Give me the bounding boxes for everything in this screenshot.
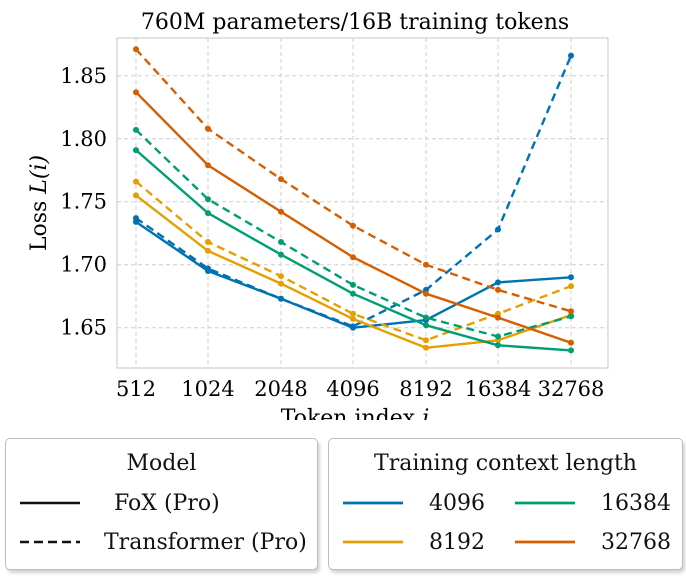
data-point [495, 226, 501, 233]
legend-context-title: Training context length [374, 451, 637, 476]
x-tick-label: 2048 [254, 377, 307, 401]
y-tick-label: 1.85 [60, 64, 107, 88]
data-point [278, 239, 284, 245]
y-tick-label: 1.75 [60, 190, 107, 214]
y-axis-ticks: 1.65 1.70 1.75 1.80 1.85 [60, 64, 107, 340]
color-swatch-32768 [515, 540, 575, 544]
data-point [568, 347, 574, 354]
data-point [423, 290, 429, 297]
legend-label: 4096 [429, 490, 485, 516]
y-axis-label: Loss L(i) [27, 155, 52, 251]
data-point [568, 339, 574, 346]
data-point [350, 310, 356, 317]
plot-frame [116, 37, 609, 369]
x-tick-label: 8192 [399, 377, 452, 401]
data-point [568, 313, 574, 320]
color-swatch-4096 [343, 501, 403, 505]
data-point [568, 308, 574, 315]
data-point [423, 261, 429, 268]
data-point [205, 239, 211, 245]
legend-label: FoX (Pro) [114, 490, 220, 516]
legend-model: Model FoX (Pro) Transformer (Pro) [5, 438, 318, 570]
data-point [423, 322, 429, 329]
data-point [278, 251, 284, 258]
data-point [278, 176, 284, 183]
x-tick-label: 512 [116, 377, 156, 401]
data-point [133, 192, 139, 199]
data-point [205, 265, 211, 272]
data-point [495, 333, 501, 340]
legend-label: 16384 [601, 490, 671, 516]
x-axis-ticks: 512 1024 2048 4096 8192 16384 32768 [116, 377, 604, 401]
legend-model-title: Model [126, 451, 197, 476]
color-swatch-16384 [515, 501, 575, 505]
data-point [133, 178, 139, 185]
data-point [278, 295, 284, 302]
data-point [133, 147, 139, 154]
y-tick-label: 1.65 [60, 316, 107, 340]
legend-entry-dashed: Transformer (Pro) [20, 528, 307, 556]
x-tick-label: 1024 [181, 377, 234, 401]
data-point [350, 281, 356, 288]
x-tick-label: 4096 [326, 377, 379, 401]
data-point [278, 280, 284, 287]
data-point [495, 286, 501, 293]
data-point [423, 314, 429, 321]
data-point [133, 215, 139, 222]
data-point [495, 342, 501, 349]
data-point [423, 337, 429, 344]
chart-title: 760M parameters/16B training tokens [141, 10, 569, 35]
data-point [205, 210, 211, 217]
data-point [495, 314, 501, 321]
data-point [133, 46, 139, 53]
data-point [350, 254, 356, 261]
legend-label: 8192 [429, 529, 485, 555]
dashed-line-swatch [20, 540, 80, 544]
data-point [350, 315, 356, 322]
data-point [423, 344, 429, 351]
line-chart: 760M parameters/16B training tokens 1.65… [27, 10, 609, 420]
legend-label: 32768 [601, 529, 671, 555]
data-point [205, 247, 211, 254]
data-point [350, 323, 356, 330]
x-axis-label: Token index i [281, 406, 429, 420]
y-tick-label: 1.70 [60, 253, 107, 277]
legend-entry-solid: FoX (Pro) [20, 489, 220, 517]
data-point [568, 52, 574, 59]
data-point [568, 274, 574, 281]
legend-entry-8192: 8192 [343, 528, 485, 556]
data-point [278, 273, 284, 280]
solid-line-swatch [20, 501, 80, 505]
y-tick-label: 1.80 [60, 127, 107, 151]
data-point [350, 222, 356, 229]
data-point [205, 162, 211, 169]
legend-entry-4096: 4096 [343, 489, 485, 517]
legend-entry-16384: 16384 [515, 489, 671, 517]
legend-entry-32768: 32768 [515, 528, 671, 556]
legend-context: Training context length 4096 16384 8192 … [328, 438, 683, 570]
data-point [568, 283, 574, 290]
data-point [205, 196, 211, 203]
legend-label: Transformer (Pro) [104, 529, 307, 555]
data-point [205, 125, 211, 132]
color-swatch-8192 [343, 540, 403, 544]
data-point [133, 126, 139, 133]
data-point [350, 290, 356, 297]
data-point [495, 279, 501, 286]
x-tick-label: 16384 [465, 377, 532, 401]
series-group [133, 46, 574, 354]
x-tick-label: 32768 [538, 377, 605, 401]
data-point [278, 208, 284, 215]
data-point [133, 89, 139, 96]
